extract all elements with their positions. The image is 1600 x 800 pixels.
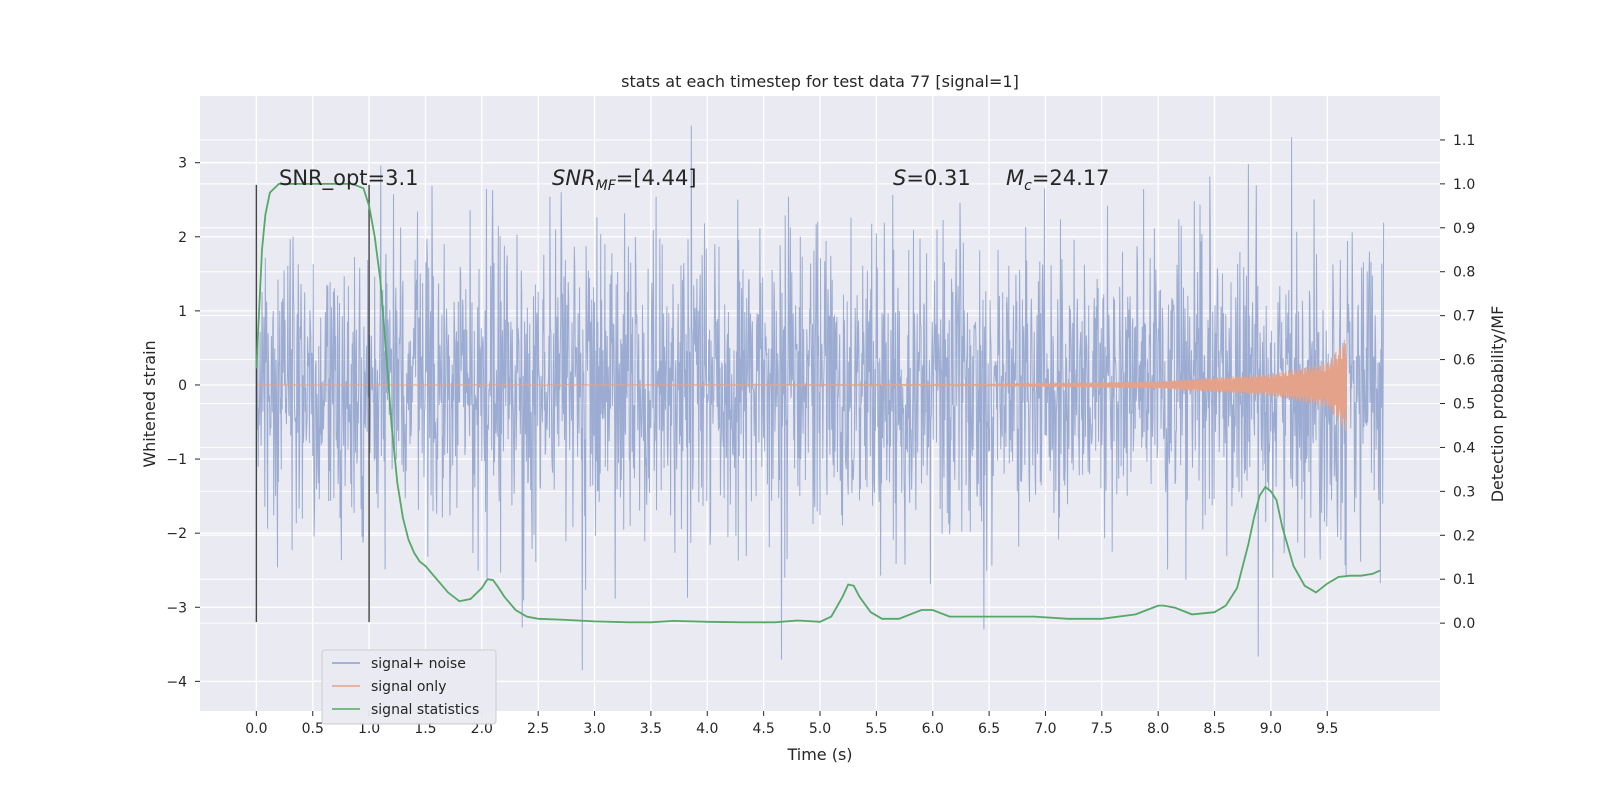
left-y-axis-ticks: −4 −3 −2 −1 0 1 2 3 — [166, 156, 200, 690]
x-tick-label-10: 5.0 — [809, 721, 831, 737]
signal-line — [256, 339, 1347, 432]
y-tick-label-4: 0 — [178, 378, 187, 394]
y-tick-label-3: −1 — [166, 452, 187, 468]
y-tick-label-6: 2 — [178, 230, 187, 246]
y-tick-label-7: 3 — [178, 156, 187, 172]
vertical-markers — [255, 184, 370, 623]
legend-label-signal: signal only — [371, 679, 446, 695]
yr-tick-label-2: 0.2 — [1453, 528, 1475, 544]
x-tick-label-1: 0.5 — [302, 721, 324, 737]
x-tick-label-14: 7.0 — [1034, 721, 1056, 737]
x-tick-label-19: 9.5 — [1316, 721, 1338, 737]
y-tick-label-1: −3 — [166, 600, 187, 616]
legend-box — [321, 649, 497, 725]
x-tick-label-2: 1.0 — [358, 721, 380, 737]
signal-only-series — [256, 339, 1347, 432]
x-tick-label-4: 2.0 — [471, 721, 493, 737]
annotation-snr-mf: SNRMF=[4.44] — [552, 166, 697, 194]
y-axis-right-label: Detection probability/MF — [1488, 306, 1507, 503]
legend: signal+ noise signal only signal statist… — [321, 649, 497, 725]
signal-statistics-series — [255, 183, 1381, 624]
x-tick-label-11: 5.5 — [865, 721, 887, 737]
x-tick-label-18: 9.0 — [1260, 721, 1282, 737]
yr-tick-label-5: 0.5 — [1453, 397, 1475, 413]
chart-title: stats at each timestep for test data 77 … — [621, 72, 1019, 91]
y-tick-label-0: −4 — [166, 674, 187, 690]
x-axis-ticks: 0.0 0.5 1.0 1.5 2.0 2.5 3.0 3.5 4.0 4.5 5.0 5.5 6.0 6… — [245, 711, 1338, 737]
x-tick-label-3: 1.5 — [414, 721, 436, 737]
yr-tick-label-4: 0.4 — [1453, 440, 1475, 456]
yr-tick-label-0: 0.0 — [1453, 616, 1475, 632]
yr-tick-label-3: 0.3 — [1453, 484, 1475, 500]
x-tick-label-16: 8.0 — [1147, 721, 1169, 737]
x-tick-label-13: 6.5 — [978, 721, 1000, 737]
noise-line — [255, 125, 1385, 671]
y-tick-label-5: 1 — [178, 304, 187, 320]
x-tick-label-6: 3.0 — [583, 721, 605, 737]
annotation-snr-opt: SNR_opt=3.1 — [279, 166, 419, 191]
annotation-mc: Mc=24.17 — [1006, 166, 1110, 194]
x-tick-label-17: 8.5 — [1203, 721, 1225, 737]
yr-tick-label-10: 1.0 — [1453, 177, 1475, 193]
x-tick-label-5: 2.5 — [527, 721, 549, 737]
yr-tick-label-1: 0.1 — [1453, 572, 1475, 588]
x-tick-label-12: 6.0 — [922, 721, 944, 737]
x-tick-label-15: 7.5 — [1091, 721, 1113, 737]
x-axis-label: Time (s) — [786, 745, 852, 764]
x-tick-label-7: 3.5 — [640, 721, 662, 737]
legend-label-stats: signal statistics — [371, 702, 479, 718]
right-y-axis-ticks: 0.0 0.1 0.2 0.3 0.4 0.5 0.6 0.7 0.8 0.9 1.0 1.1 — [1440, 133, 1475, 632]
x-tick-label-8: 4.0 — [696, 721, 718, 737]
yr-tick-label-8: 0.8 — [1453, 265, 1475, 281]
y-tick-label-2: −2 — [166, 526, 187, 542]
x-tick-label-9: 4.5 — [753, 721, 775, 737]
yr-tick-label-7: 0.7 — [1453, 309, 1475, 325]
annotation-s: S=0.31 — [893, 166, 971, 190]
stats-line — [255, 183, 1381, 624]
yr-tick-label-9: 0.9 — [1453, 221, 1475, 237]
yr-tick-label-11: 1.1 — [1453, 133, 1475, 149]
legend-label-noise: signal+ noise — [371, 656, 466, 672]
signal-plus-noise-series — [255, 125, 1385, 671]
yr-tick-label-6: 0.6 — [1453, 353, 1475, 369]
x-tick-label-0: 0.0 — [245, 721, 267, 737]
y-axis-label: Whitened strain — [140, 340, 159, 467]
